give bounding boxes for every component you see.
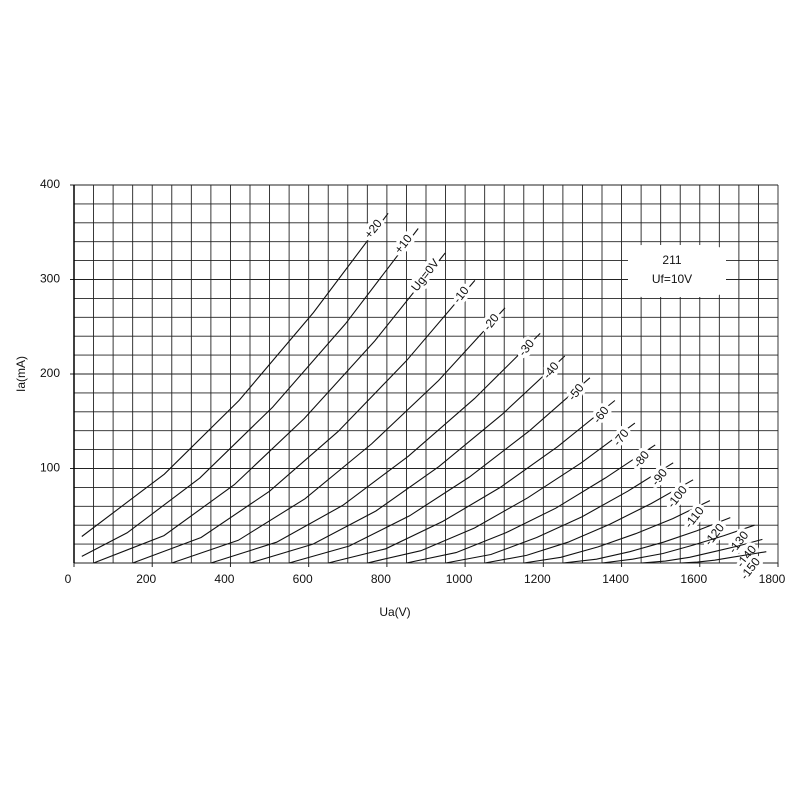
curve-label: -80 [630, 448, 652, 471]
x-tick-label: 1400 [602, 572, 629, 586]
curve-label: +10 [391, 231, 415, 256]
curve [81, 212, 389, 537]
x-tick-label: 600 [293, 572, 313, 586]
x-axis-label: Ua(V) [379, 605, 410, 619]
x-tick-label: 200 [136, 572, 156, 586]
annotation: Uf=10V [652, 272, 692, 286]
y-axis-label: Ia(mA) [14, 356, 28, 392]
x-tick-label: 800 [371, 572, 391, 586]
curve-label: -90 [648, 466, 670, 489]
curve-label: +20 [361, 216, 385, 241]
x-tick-label: 1000 [446, 572, 473, 586]
curve [93, 252, 446, 564]
curve [171, 307, 506, 564]
curve [367, 422, 636, 564]
curve-label: -10 [450, 283, 472, 306]
x-tick-label: 1800 [759, 572, 786, 586]
curve-label: -70 [610, 426, 632, 449]
curve-label: Ug=0V [408, 256, 442, 294]
x-tick-label: 1600 [680, 572, 707, 586]
y-tick-label: 300 [40, 272, 60, 286]
y-tick-label: 200 [40, 366, 60, 380]
curve [641, 538, 763, 564]
x-tick-label: 400 [214, 572, 234, 586]
curve [328, 400, 616, 564]
curve [249, 355, 566, 564]
curve [601, 524, 755, 564]
y-tick-label: 100 [40, 461, 60, 475]
x-tick-label: 0 [65, 572, 72, 586]
x-tick-label: 1200 [524, 572, 551, 586]
curve-label: -50 [565, 381, 587, 404]
annotation: 211 [662, 253, 681, 267]
curve [680, 551, 767, 564]
curve-label: -110 [682, 504, 707, 531]
curve [406, 444, 656, 564]
curve [288, 377, 591, 564]
y-tick-label: 400 [40, 177, 60, 191]
curve [210, 333, 541, 564]
curve [523, 500, 711, 564]
curve [562, 517, 731, 564]
curve [81, 228, 419, 557]
curve [484, 479, 694, 564]
curve [445, 462, 674, 564]
annotation-box [628, 245, 726, 297]
curve [132, 280, 476, 564]
curve-label: -60 [590, 403, 612, 426]
